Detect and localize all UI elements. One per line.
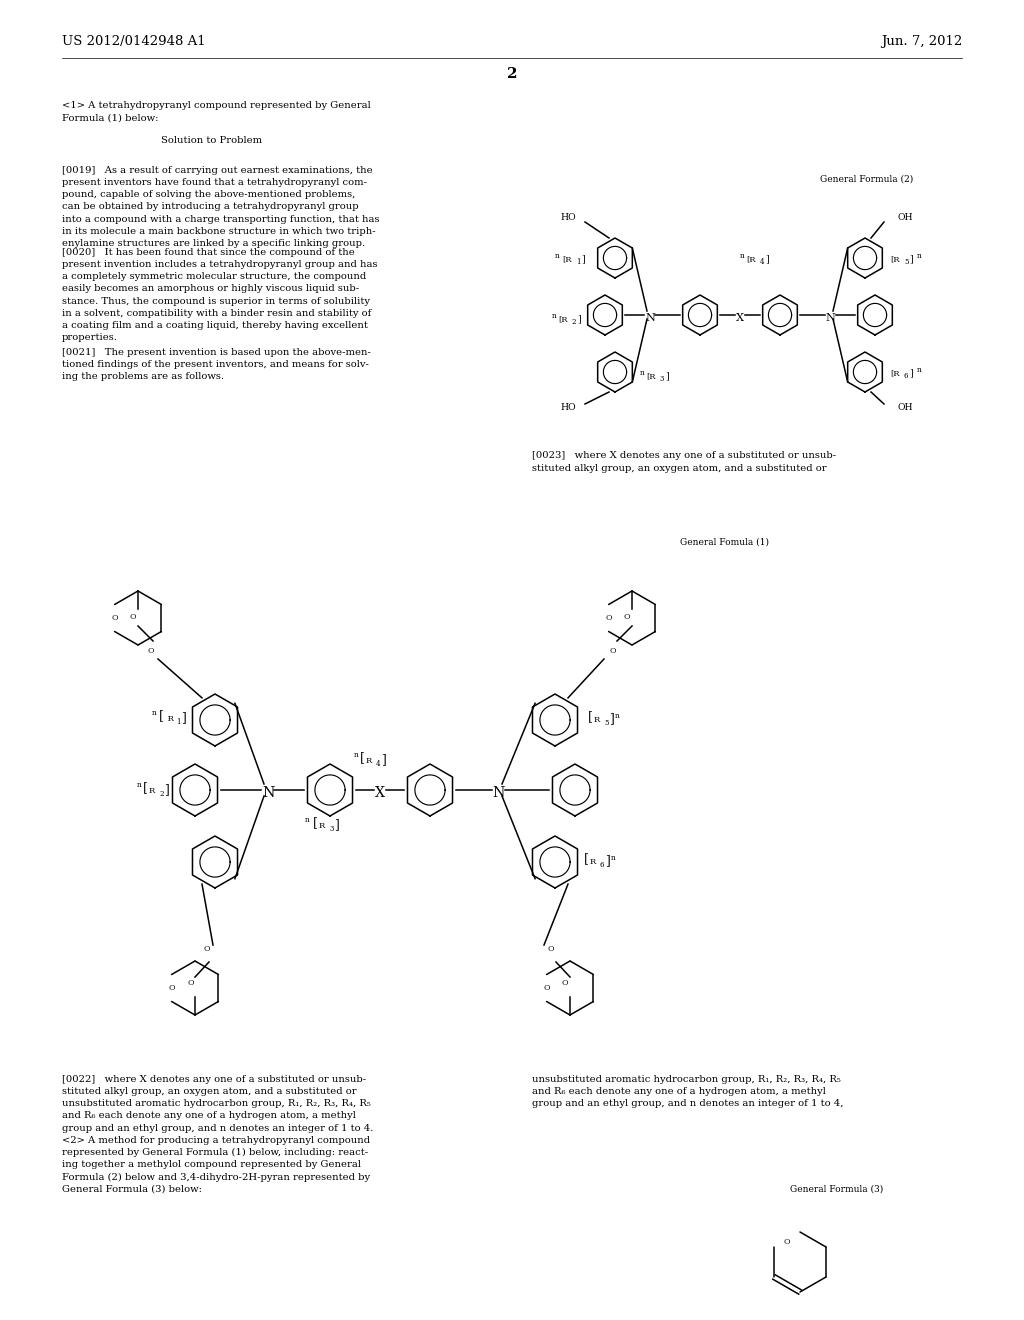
Text: [R: [R (562, 255, 571, 263)
Text: [: [ (143, 781, 147, 795)
Text: 4: 4 (376, 760, 381, 768)
Text: n: n (305, 816, 310, 824)
Text: ]: ] (665, 371, 669, 380)
Text: O: O (187, 979, 194, 987)
Text: HO: HO (560, 404, 575, 412)
Text: US 2012/0142948 A1: US 2012/0142948 A1 (62, 36, 206, 48)
Text: n: n (918, 252, 922, 260)
Text: OH: OH (898, 214, 913, 223)
Text: OH: OH (898, 404, 913, 412)
Text: [: [ (584, 851, 589, 865)
Text: [: [ (360, 751, 365, 764)
Text: n: n (555, 252, 560, 260)
Text: 1: 1 (575, 257, 581, 267)
Text: O: O (605, 614, 612, 622)
Text: [0023]   where X denotes any one of a substituted or unsub-: [0023] where X denotes any one of a subs… (532, 451, 837, 459)
Text: ]: ] (765, 253, 769, 263)
Text: O: O (624, 612, 631, 620)
Text: N: N (825, 313, 835, 323)
Text: [R: [R (746, 255, 756, 263)
Text: ]: ] (181, 711, 186, 723)
Text: [0021]   The present invention is based upon the above-men-
tioned findings of t: [0021] The present invention is based up… (62, 348, 371, 381)
Text: [R: [R (646, 372, 655, 380)
Text: 2: 2 (507, 67, 517, 81)
Text: N: N (492, 785, 504, 800)
Text: General Formula (2): General Formula (2) (820, 176, 913, 183)
Text: R: R (594, 715, 600, 723)
Text: 5: 5 (904, 257, 908, 267)
Text: X: X (375, 785, 385, 800)
Text: 2: 2 (572, 318, 577, 326)
Text: X: X (736, 313, 744, 323)
Text: R: R (150, 787, 156, 795)
Text: n: n (918, 366, 922, 374)
Text: ]: ] (609, 711, 613, 725)
Text: [R: [R (890, 370, 899, 378)
Text: ]: ] (605, 854, 610, 867)
Text: R: R (319, 822, 326, 830)
Text: n: n (640, 370, 645, 378)
Text: [R: [R (558, 315, 567, 323)
Text: 1: 1 (176, 718, 180, 726)
Text: O: O (562, 979, 568, 987)
Text: <1> A tetrahydropyranyl compound represented by General: <1> A tetrahydropyranyl compound represe… (62, 102, 371, 110)
Text: n: n (152, 709, 157, 717)
Text: O: O (203, 945, 210, 953)
Text: R: R (165, 715, 174, 723)
Text: R: R (590, 858, 596, 866)
Text: ]: ] (381, 752, 386, 766)
Text: n: n (137, 781, 142, 789)
Text: N: N (645, 313, 655, 323)
Text: 6: 6 (600, 861, 604, 869)
Text: General Fomula (1): General Fomula (1) (680, 539, 769, 546)
Text: O: O (783, 1238, 791, 1246)
Text: unsubstituted aromatic hydrocarbon group, R₁, R₂, R₃, R₄, R₅
and R₆ each denote : unsubstituted aromatic hydrocarbon group… (532, 1074, 844, 1109)
Text: 5: 5 (604, 719, 608, 727)
Text: n: n (611, 854, 615, 862)
Text: n: n (740, 252, 745, 260)
Text: [0022]   where X denotes any one of a substituted or unsub-
stituted alkyl group: [0022] where X denotes any one of a subs… (62, 1074, 374, 1193)
Text: O: O (548, 945, 555, 953)
Text: 4: 4 (760, 257, 765, 267)
Text: n: n (615, 711, 620, 719)
Text: Solution to Problem: Solution to Problem (162, 136, 262, 145)
Text: ]: ] (581, 253, 585, 263)
Text: Formula (1) below:: Formula (1) below: (62, 114, 159, 123)
Text: Jun. 7, 2012: Jun. 7, 2012 (881, 36, 962, 48)
Text: ]: ] (334, 818, 339, 832)
Text: O: O (148, 647, 155, 655)
Text: n: n (552, 312, 557, 319)
Text: [: [ (313, 816, 317, 829)
Text: O: O (610, 647, 616, 655)
Text: [0020]   It has been found that since the compound of the
present invention incl: [0020] It has been found that since the … (62, 248, 378, 342)
Text: [R: [R (890, 255, 899, 263)
Text: ]: ] (909, 368, 912, 378)
Text: O: O (130, 612, 136, 620)
Text: ]: ] (577, 314, 581, 323)
Text: R: R (366, 756, 373, 766)
Text: 3: 3 (660, 375, 665, 383)
Text: HO: HO (560, 214, 575, 223)
Text: stituted alkyl group, an oxygen atom, and a substituted or: stituted alkyl group, an oxygen atom, an… (532, 465, 826, 473)
Text: O: O (544, 983, 550, 993)
Text: ]: ] (909, 253, 912, 263)
Text: O: O (112, 614, 118, 622)
Text: ]: ] (164, 783, 169, 796)
Text: 6: 6 (904, 372, 908, 380)
Text: [: [ (588, 710, 593, 723)
Text: [0019]   As a result of carrying out earnest examinations, the
present inventors: [0019] As a result of carrying out earne… (62, 166, 380, 248)
Text: 2: 2 (159, 789, 164, 799)
Text: 3: 3 (329, 825, 334, 833)
Text: [: [ (159, 709, 164, 722)
Text: n: n (354, 751, 358, 759)
Text: General Formula (3): General Formula (3) (790, 1185, 884, 1195)
Text: O: O (168, 983, 175, 993)
Text: N: N (262, 785, 274, 800)
